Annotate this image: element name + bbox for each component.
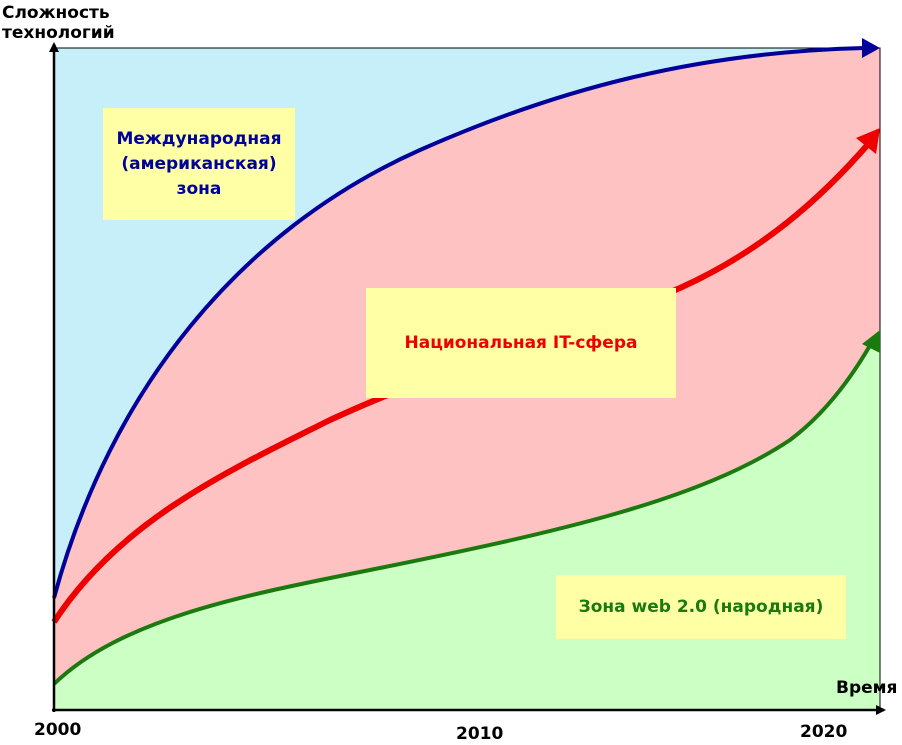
national-arrowhead — [856, 128, 880, 154]
y-axis-label: Сложность технологий — [2, 3, 115, 43]
international-zone-label: Международная (американская) зона — [103, 108, 295, 220]
national-zone-label: Национальная IT-сфера — [366, 288, 676, 398]
x-axis-label: Время — [836, 678, 898, 698]
international-arrowhead — [862, 38, 880, 58]
web20-zone-label: Зона web 2.0 (народная) — [556, 575, 846, 639]
web20-arrowhead — [862, 330, 880, 353]
x-tick-label: 2000 — [34, 720, 82, 740]
x-tick-label: 2020 — [800, 722, 848, 742]
international-curve — [52, 46, 865, 599]
web20-curve — [52, 341, 874, 686]
x-tick-label: 2010 — [456, 724, 504, 744]
